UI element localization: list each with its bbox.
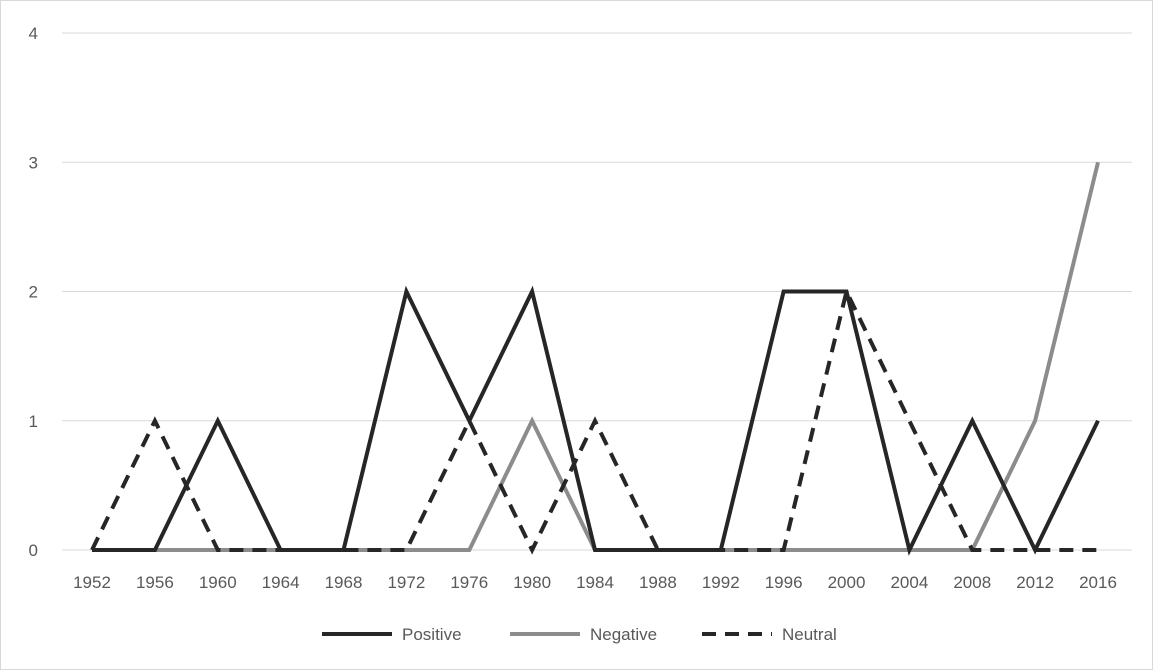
legend-label-neutral: Neutral <box>782 625 837 644</box>
x-tick-label: 2008 <box>953 573 991 592</box>
x-tick-label: 1980 <box>513 573 551 592</box>
y-tick-label: 1 <box>29 412 38 431</box>
legend-label-positive: Positive <box>402 625 462 644</box>
series-lines <box>90 161 1100 556</box>
x-tick-label: 1984 <box>576 573 614 592</box>
x-tick-label: 2012 <box>1016 573 1054 592</box>
y-tick-label: 4 <box>29 24 38 43</box>
x-tick-label: 1968 <box>325 573 363 592</box>
x-tick-label: 2004 <box>890 573 928 592</box>
series-line-positive <box>92 285 1100 556</box>
x-tick-label: 2016 <box>1079 573 1117 592</box>
x-tick-label: 1972 <box>387 573 425 592</box>
y-tick-label: 0 <box>29 541 38 560</box>
x-tick-label: 1964 <box>262 573 300 592</box>
x-tick-label: 1956 <box>136 573 174 592</box>
x-tick-label: 1976 <box>450 573 488 592</box>
series-line-neutral <box>90 285 1098 555</box>
x-axis-ticks: 1952 1956 1960 1964 1968 1972 1976 1980 1984 1988… <box>73 573 1117 592</box>
x-tick-label: 2000 <box>828 573 866 592</box>
x-tick-label: 1960 <box>199 573 237 592</box>
y-tick-label: 2 <box>29 283 38 302</box>
x-tick-label: 1992 <box>702 573 740 592</box>
x-tick-label: 1996 <box>765 573 803 592</box>
x-tick-label: 1952 <box>73 573 111 592</box>
y-tick-label: 3 <box>29 153 38 172</box>
legend: Positive Negative Neutral <box>322 625 837 644</box>
x-tick-label: 1988 <box>639 573 677 592</box>
legend-label-negative: Negative <box>590 625 657 644</box>
y-axis-ticks: 0 1 2 3 4 <box>29 24 38 560</box>
